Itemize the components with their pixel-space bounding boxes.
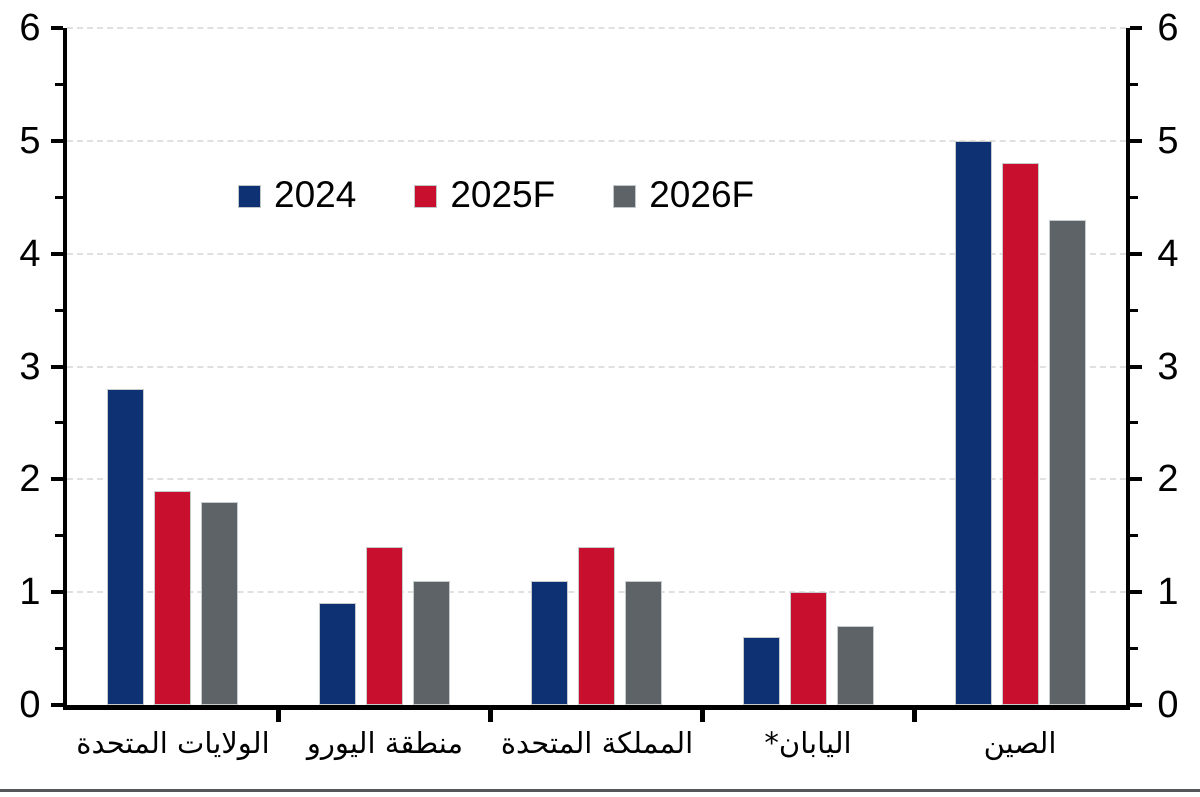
y-tick-label-right-2: 2 [1157,458,1179,500]
bar-2024-1 [319,603,356,705]
bar-2026F-4 [1049,220,1086,705]
minor-tick-left-5.5 [55,83,63,86]
legend-label-2024: 2024 [274,174,357,215]
y-tick-label-right-5: 5 [1157,120,1179,162]
bar-2024-0 [107,389,144,705]
major-tick-left-5 [51,139,63,143]
major-tick-right-0 [1130,703,1142,707]
major-tick-right-3 [1130,365,1142,369]
bar-2026F-3 [837,626,874,705]
minor-tick-left-3.5 [55,309,63,312]
y-tick-label-left-6: 6 [19,7,41,49]
category-label-1: منطقة اليورو [306,726,464,760]
minor-tick-left-2.5 [55,421,63,424]
y-tick-label-right-3: 3 [1157,346,1179,388]
gridline-5 [67,139,1126,142]
y-tick-label-left-5: 5 [19,120,41,162]
minor-tick-left-4.5 [55,196,63,199]
gridline-6 [67,27,1126,29]
legend-item-2026F: 2026F [613,176,754,216]
category-label-3: اليابان* [764,726,852,760]
bar-2024-4 [955,141,992,705]
bar-2024-2 [531,581,568,705]
major-tick-right-5 [1130,139,1142,143]
legend-label-2026F: 2026F [649,174,755,215]
x-axis-line [63,705,1130,710]
minor-tick-left-1.5 [55,534,63,537]
minor-tick-right-0.5 [1130,647,1138,650]
major-tick-left-0 [51,703,63,707]
legend-label-2025F: 2025F [450,174,556,215]
bar-2026F-1 [413,581,450,705]
major-tick-left-2 [51,477,63,481]
y-tick-label-left-0: 0 [19,684,41,726]
major-tick-right-4 [1130,252,1142,256]
minor-tick-right-1.5 [1130,534,1138,537]
legend-swatch-2026F [613,184,637,208]
y-tick-label-right-0: 0 [1157,684,1179,726]
y-tick-label-left-1: 1 [19,571,41,613]
y-tick-label-right-1: 1 [1157,571,1179,613]
legend-swatch-2025F [414,184,438,208]
y-tick-label-right-6: 6 [1157,7,1179,49]
x-axis-boundary-tick-2 [488,709,493,722]
major-tick-right-2 [1130,477,1142,481]
gridline-2 [67,478,1126,481]
bar-2025F-3 [790,592,827,705]
bar-2024-3 [743,637,780,705]
major-tick-right-6 [1130,26,1142,30]
x-axis-boundary-tick-3 [700,709,705,722]
x-axis-boundary-tick-4 [912,709,917,722]
category-label-0: الولايات المتحدة [76,726,270,760]
bar-2025F-4 [1002,163,1039,705]
major-tick-left-1 [51,590,63,594]
category-label-4: الصين [983,726,1057,760]
x-axis-boundary-tick-1 [276,709,281,722]
major-tick-left-3 [51,365,63,369]
bar-2025F-2 [578,547,615,705]
bottom-separator-line [0,789,1200,792]
major-tick-left-6 [51,26,63,30]
bar-2026F-2 [625,581,662,705]
minor-tick-right-2.5 [1130,421,1138,424]
major-tick-right-1 [1130,590,1142,594]
category-label-2: المملكة المتحدة [500,726,694,760]
bar-2025F-1 [366,547,403,705]
major-tick-left-4 [51,252,63,256]
minor-tick-right-3.5 [1130,309,1138,312]
legend-swatch-2024 [238,184,261,208]
y-tick-label-left-2: 2 [19,458,41,500]
minor-tick-right-5.5 [1130,83,1138,86]
legend: 2024 2025F 2026F [238,176,754,216]
y-tick-label-left-4: 4 [19,233,41,275]
bar-2025F-0 [154,491,191,705]
minor-tick-left-0.5 [55,647,63,650]
gridline-3 [67,365,1126,368]
legend-item-2025F: 2025F [414,176,555,216]
legend-item-2024: 2024 [238,176,356,216]
bar-2026F-0 [201,502,238,705]
y-axis-right-line [1126,28,1130,710]
gridline-4 [67,252,1126,255]
minor-tick-right-4.5 [1130,196,1138,199]
y-tick-label-left-3: 3 [19,346,41,388]
y-tick-label-right-4: 4 [1157,233,1179,275]
y-axis-left-line [63,28,67,710]
